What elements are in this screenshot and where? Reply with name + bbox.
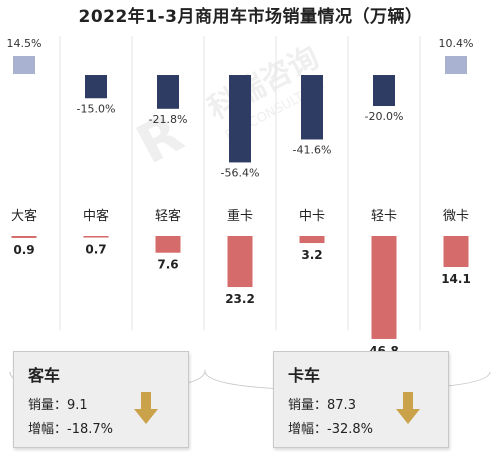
growth-bar [373,75,395,106]
growth-value-label: -41.6% [293,143,332,156]
summary-growth-value: -18.7% [67,422,114,437]
growth-value-label: -15.0% [77,102,116,115]
summary-growth-label: 增幅： [288,422,328,437]
category-label: 轻卡 [371,209,397,224]
down-arrow-icon [396,392,420,424]
sales-bar [227,236,253,288]
category-label: 大客 [11,208,37,224]
category-label: 微卡 [443,209,469,224]
sales-bar [443,236,469,268]
summary-sales-label: 销量： [288,398,328,413]
sales-bar [11,236,37,238]
growth-bar-group [13,56,467,163]
summary-sales-value: 9.1 [67,398,88,413]
summary-growth-value: -32.8% [327,422,374,437]
summary-sales-row: 销量：87.3 [288,394,356,413]
growth-bar [157,75,179,109]
chart-title: 2022年1-3月商用车市场销量情况（万辆） [78,7,423,27]
summary-box-bus: 客车 销量：9.1 增幅：-18.7% [13,351,189,448]
growth-value-label: -20.0% [365,110,404,123]
growth-value-label: 14.5% [7,37,42,50]
growth-bar [301,75,323,140]
sales-bar [83,236,109,238]
sales-value-label: 23.2 [225,292,255,306]
summary-sales-label: 销量： [28,398,68,413]
growth-value-label: 10.4% [439,37,474,50]
growth-bar [13,56,35,74]
growth-bar [445,56,467,74]
summary-title: 客车 [28,366,61,385]
sales-value-label: 0.7 [85,243,106,257]
sales-value-label: 14.1 [441,272,471,286]
sales-value-label: 3.2 [301,248,322,262]
growth-label-group: 14.5% -15.0% -21.8% -56.4% -41.6% -20.0% 10.4% [7,37,474,179]
sales-bar [299,236,325,244]
summary-box-truck: 卡车 销量：87.3 增幅：-32.8% [273,351,449,448]
sales-bar [371,236,397,339]
sales-value-label: 0.9 [13,243,34,257]
sales-bar [155,236,181,253]
category-label: 重卡 [227,208,253,224]
growth-value-label: -21.8% [149,113,188,126]
summary-growth-row: 增幅：-18.7% [28,418,113,437]
summary-growth-label: 增幅： [28,422,68,437]
down-arrow-icon [134,392,158,424]
column-separators [59,36,421,330]
growth-bar [85,75,107,99]
summary-title: 卡车 [288,366,321,385]
category-label: 中客 [83,208,109,224]
category-label: 轻客 [155,208,181,224]
summary-growth-row: 增幅：-32.8% [288,418,373,437]
growth-value-label: -56.4% [221,166,260,179]
summary-sales-row: 销量：9.1 [28,394,88,413]
category-label: 中卡 [299,209,325,224]
sales-bar-group [11,236,469,339]
sales-value-label: 7.6 [157,258,178,272]
summary-sales-value: 87.3 [327,398,356,413]
category-label-group: 大客 中客 轻客 重卡 中卡 轻卡 微卡 [11,208,469,224]
growth-bar [229,75,251,163]
